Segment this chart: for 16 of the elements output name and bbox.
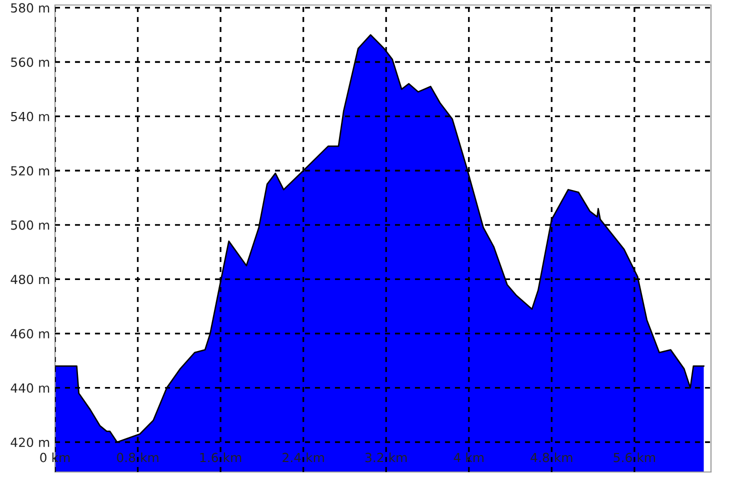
x-tick-label: 1.6 km xyxy=(200,452,242,462)
y-tick-label: 540 m xyxy=(11,112,50,122)
x-tick-label: 4 km xyxy=(454,452,484,462)
x-tick-label: 0.8 km xyxy=(116,452,158,462)
y-tick-label: 560 m xyxy=(11,57,50,67)
y-tick-label: 480 m xyxy=(10,274,50,284)
y-tick-label: 460 m xyxy=(10,329,50,338)
x-tick-label: 5.6 km xyxy=(614,452,656,462)
y-tick-label: 580 m xyxy=(11,3,50,13)
x-tick-label: 2.4 km xyxy=(282,452,324,462)
x-tick-label: 3.2 km xyxy=(365,452,407,462)
y-tick-label: 520 m xyxy=(11,166,50,176)
x-tick-label: 4.8 km xyxy=(530,452,572,462)
y-tick-label: 500 m xyxy=(11,220,50,230)
y-tick-label: 420 m xyxy=(10,438,50,448)
y-tick-label: 440 m xyxy=(10,383,50,393)
